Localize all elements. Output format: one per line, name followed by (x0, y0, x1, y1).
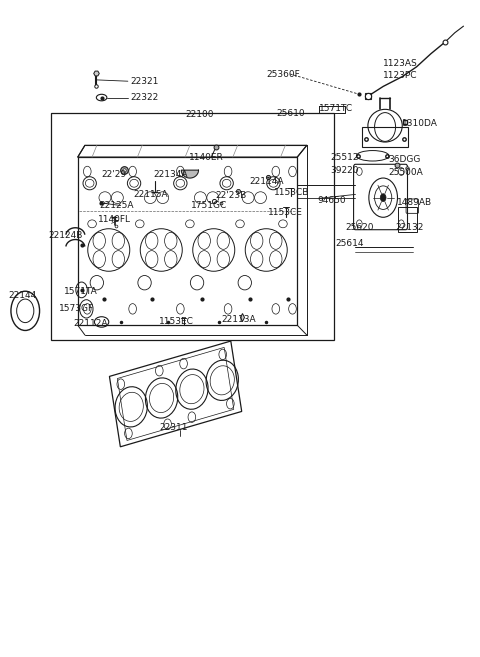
Text: 22311: 22311 (159, 424, 187, 432)
Text: 25610: 25610 (276, 109, 305, 118)
Text: 1310DA: 1310DA (402, 118, 438, 127)
Text: 36DGG: 36DGG (388, 155, 420, 164)
Text: 25360F: 25360F (266, 70, 300, 78)
Polygon shape (181, 170, 199, 178)
Text: 22124B: 22124B (48, 231, 83, 240)
Bar (51, 112, 335, 340)
Text: 22115A: 22115A (133, 190, 168, 199)
Text: 22134A: 22134A (153, 170, 188, 179)
Text: 25512: 25512 (331, 152, 359, 162)
Text: 1123PC: 1123PC (383, 71, 418, 79)
Bar (362, 127, 408, 147)
Text: 1153CB: 1153CB (275, 188, 310, 197)
Text: 22322: 22322 (130, 93, 158, 102)
Text: 25614: 25614 (336, 239, 364, 248)
Text: 1123AS: 1123AS (383, 59, 418, 68)
Text: 22'29: 22'29 (102, 170, 127, 179)
Text: 22113A: 22113A (221, 315, 255, 324)
Text: 22112A: 22112A (73, 319, 108, 328)
Text: 22321: 22321 (130, 77, 158, 85)
Text: 22114A: 22114A (250, 177, 284, 186)
Text: 22'23B: 22'23B (215, 191, 246, 200)
Text: 22144: 22144 (8, 290, 36, 300)
Text: 22100: 22100 (185, 110, 214, 119)
Text: 1573GF: 1573GF (59, 304, 94, 313)
Text: 94650: 94650 (318, 196, 347, 205)
Text: 22125A: 22125A (99, 201, 134, 210)
Text: 1571TC: 1571TC (319, 104, 353, 113)
Text: 1140ER: 1140ER (189, 152, 224, 162)
Text: 1153EC: 1153EC (159, 317, 194, 327)
Text: 25620: 25620 (345, 223, 373, 232)
Circle shape (380, 194, 386, 202)
Text: 25500A: 25500A (388, 168, 423, 177)
Text: 1153CE: 1153CE (268, 208, 302, 217)
Text: 1140FL: 1140FL (98, 215, 131, 225)
Text: 1489AB: 1489AB (396, 198, 432, 208)
Text: 1751GC: 1751GC (192, 201, 228, 210)
Text: 1571TA: 1571TA (64, 287, 98, 296)
Bar (398, 207, 417, 232)
Text: 22132: 22132 (396, 223, 424, 232)
Text: 39220: 39220 (331, 166, 359, 175)
